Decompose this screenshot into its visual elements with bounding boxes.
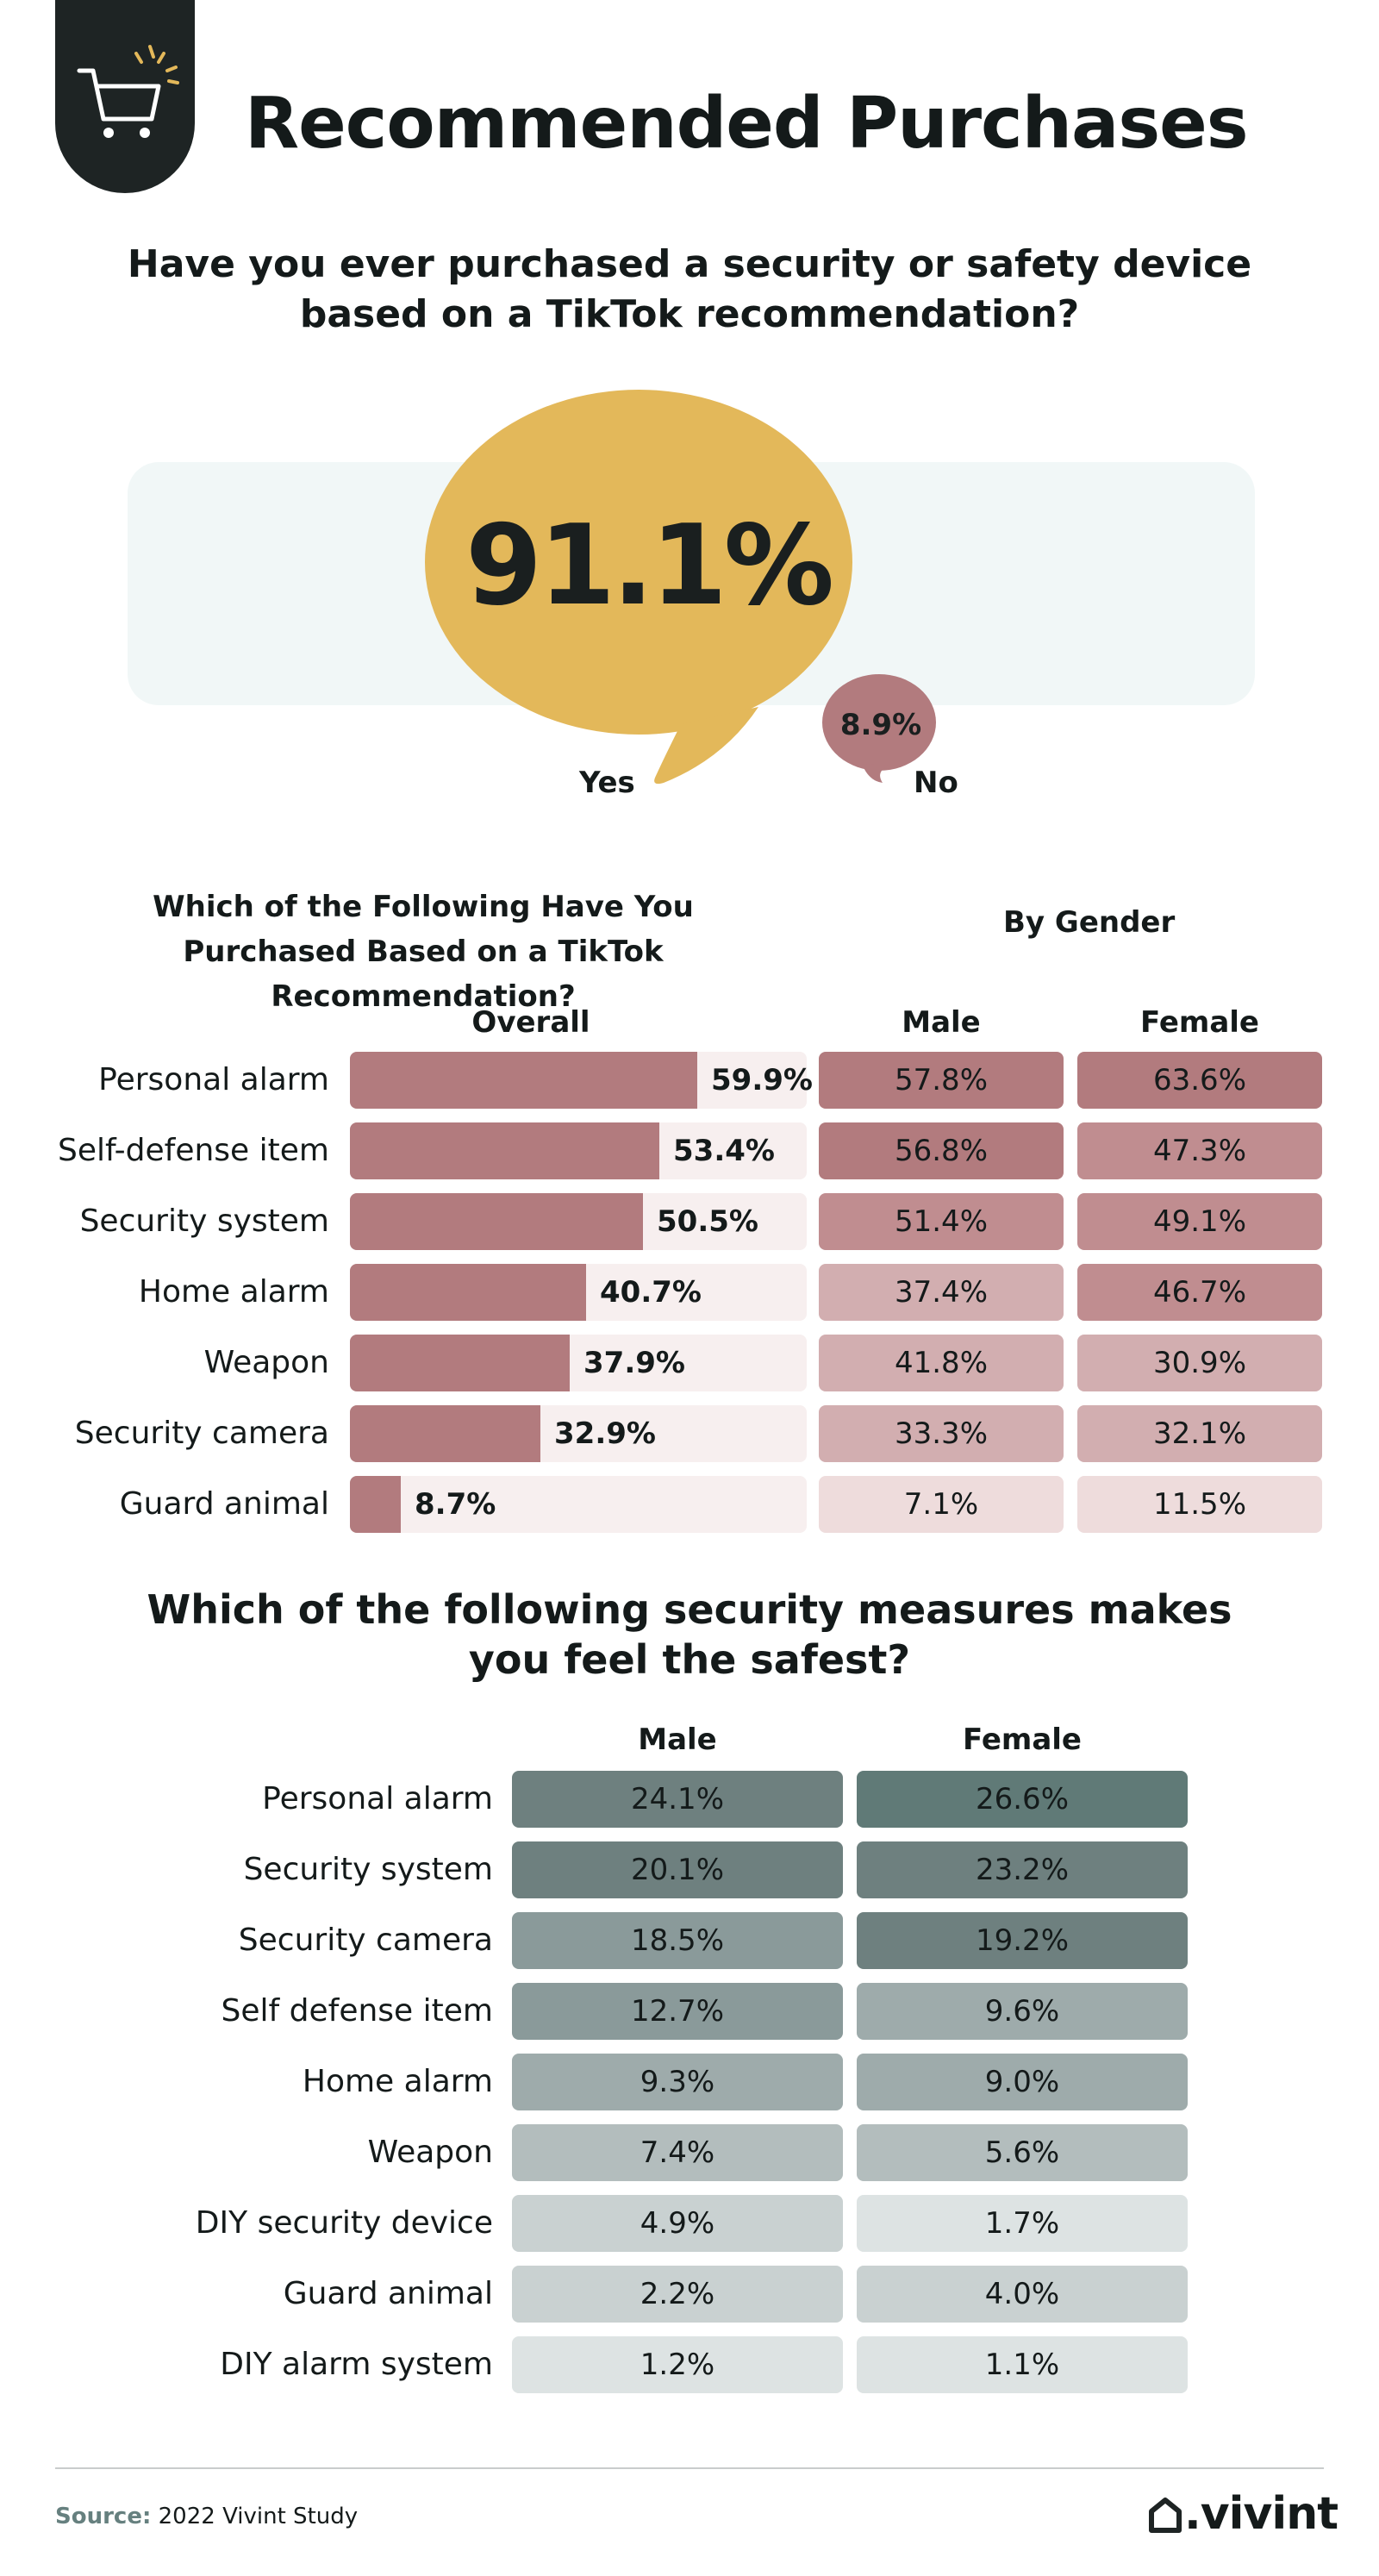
row-label: Guard animal [283, 2276, 493, 2311]
heat-cell: 23.2% [857, 1841, 1188, 1898]
no-label: No [914, 766, 958, 800]
heat-cell: 1.7% [857, 2195, 1188, 2252]
source-text: 2022 Vivint Study [158, 2504, 359, 2529]
overall-header: Overall [471, 1005, 590, 1040]
heat-cell: 1.2% [512, 2336, 843, 2393]
safest-title: Which of the following security measures… [147, 1586, 1232, 1683]
gender-cell: 7.1% [819, 1476, 1064, 1533]
yes-bubble: 91.1% [425, 390, 852, 785]
row-label: DIY alarm system [220, 2347, 493, 2382]
answer-bubbles: 91.1% 8.9% [425, 390, 936, 785]
heat-cell: 7.4% [512, 2124, 843, 2181]
gender-cell: 46.7% [1077, 1264, 1322, 1321]
no-value: 8.9% [840, 708, 921, 742]
bar-value-label: 40.7% [600, 1275, 702, 1310]
heat-cell: 2.2% [512, 2266, 843, 2323]
heat-cell: 26.6% [857, 1771, 1188, 1828]
row-label: DIY security device [195, 2205, 493, 2241]
heat-cell: 20.1% [512, 1841, 843, 1898]
row-label: Home alarm [302, 2064, 493, 2099]
heat-cell: 9.6% [857, 1983, 1188, 2040]
row-label: Home alarm [138, 1274, 329, 1310]
bar [350, 1193, 643, 1250]
purchased-title: Which of the Following Have You Purchase… [153, 890, 694, 1014]
house-icon [1149, 2498, 1182, 2533]
footer-divider [55, 2467, 1324, 2469]
source-label: Source: [55, 2504, 152, 2529]
question-1-title: Have you ever purchased a security or sa… [127, 242, 1252, 336]
bar-track [350, 1476, 807, 1533]
row-label: Weapon [203, 1345, 329, 1380]
yes-label: Yes [579, 766, 635, 800]
by-gender-label: By Gender [1003, 905, 1176, 940]
gender-cell: 11.5% [1077, 1476, 1322, 1533]
bar-value-label: 37.9% [583, 1346, 685, 1380]
bar-value-label: 59.9% [711, 1063, 813, 1097]
heat-cell: 18.5% [512, 1912, 843, 1969]
yes-value: 91.1% [465, 502, 832, 630]
heat-cell: 9.0% [857, 2054, 1188, 2110]
row-label: Guard animal [119, 1486, 329, 1522]
heat-cell: 5.6% [857, 2124, 1188, 2181]
heat-cell: 12.7% [512, 1983, 843, 2040]
gender-cell: 47.3% [1077, 1122, 1322, 1179]
heat-cell: 1.1% [857, 2336, 1188, 2393]
male-header: Male [902, 1005, 981, 1040]
female-header: Female [1140, 1005, 1259, 1040]
row-label: Self-defense item [57, 1133, 329, 1168]
bar-value-label: 8.7% [415, 1487, 496, 1522]
gender-cell: 30.9% [1077, 1335, 1322, 1391]
safest-male-header: Male [638, 1723, 717, 1757]
shopping-cart-icon [77, 45, 179, 138]
source-note: Source: 2022 Vivint Study [55, 2504, 358, 2529]
heat-cell: 19.2% [857, 1912, 1188, 1969]
safest-female-header: Female [963, 1723, 1082, 1757]
bar [350, 1335, 570, 1391]
gender-cell: 49.1% [1077, 1193, 1322, 1250]
row-label: Security system [79, 1204, 329, 1239]
row-label: Security system [243, 1852, 493, 1887]
heat-cell: 4.9% [512, 2195, 843, 2252]
row-label: Self defense item [221, 1993, 493, 2029]
page-title: Recommended Purchases [245, 83, 1249, 165]
gender-cell: 51.4% [819, 1193, 1064, 1250]
bar-value-label: 32.9% [554, 1416, 656, 1451]
bar [350, 1476, 401, 1533]
bar [350, 1052, 697, 1109]
no-bubble: 8.9% [822, 674, 936, 783]
gender-cell: 56.8% [819, 1122, 1064, 1179]
gender-cell: 41.8% [819, 1335, 1064, 1391]
bar [350, 1264, 586, 1321]
gender-cell: 37.4% [819, 1264, 1064, 1321]
bar [350, 1122, 659, 1179]
gender-cell: 57.8% [819, 1052, 1064, 1109]
bar-value-label: 50.5% [657, 1204, 758, 1239]
vivint-logo: .vivint [1146, 2488, 1338, 2540]
gender-cell: 63.6% [1077, 1052, 1322, 1109]
bar [350, 1405, 540, 1462]
header-badge [55, 0, 195, 193]
gender-cell: 33.3% [819, 1405, 1064, 1462]
row-label: Security camera [74, 1416, 329, 1451]
row-label: Security camera [238, 1923, 493, 1958]
logo-text: .vivint [1184, 2488, 1338, 2540]
row-label: Weapon [367, 2135, 493, 2170]
row-label: Personal alarm [98, 1062, 329, 1097]
gender-cell: 32.1% [1077, 1405, 1322, 1462]
bar-value-label: 53.4% [673, 1134, 775, 1168]
heat-cell: 4.0% [857, 2266, 1188, 2323]
row-label: Personal alarm [262, 1781, 493, 1816]
heat-cell: 24.1% [512, 1771, 843, 1828]
heat-cell: 9.3% [512, 2054, 843, 2110]
